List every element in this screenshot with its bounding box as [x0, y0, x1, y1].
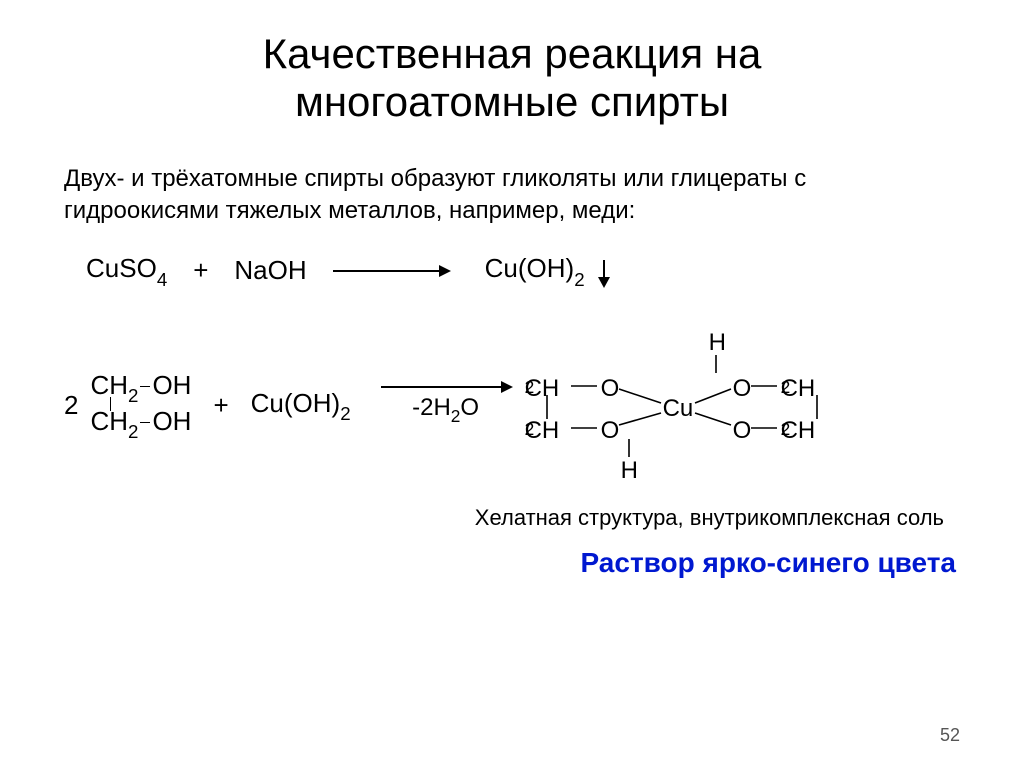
- cuso4-sub: 4: [157, 269, 167, 290]
- reagent-cuso4: CuSO4: [86, 253, 167, 288]
- lbl: 2: [525, 377, 535, 398]
- chelate-complex: CH2 CH2 O O Cu H O O H CH2 CH2: [525, 331, 845, 481]
- reagent-naoh: NaOH: [234, 255, 306, 286]
- reagent-cuoh2: Cu(OH)2: [251, 388, 351, 423]
- lbl: 2: [781, 377, 791, 398]
- cuoh2-sub: 2: [574, 269, 584, 290]
- intro-paragraph: Двух- и трёхатомные спирты образуют глик…: [60, 163, 964, 228]
- page-number: 52: [940, 725, 960, 746]
- equation-1: CuSO4 + NaOH Cu(OH)2: [60, 253, 964, 288]
- bond-vertical-icon: [110, 397, 111, 411]
- g-bot-sub: 2: [128, 421, 138, 442]
- lbl: 2: [525, 419, 535, 440]
- arrow-byproduct: -2H2O: [412, 394, 479, 426]
- bond-icon: [140, 422, 150, 423]
- cuoh2-text: Cu(OH): [485, 253, 575, 283]
- g-top-sub: 2: [128, 385, 138, 406]
- reaction-arrow-1: [333, 270, 449, 272]
- h-bot: H: [621, 457, 638, 485]
- cuoh2-text-2: Cu(OH): [251, 388, 341, 418]
- g-top-oh: OH: [152, 370, 191, 400]
- g-bot-ch: CH: [90, 406, 128, 436]
- cu-center: Cu: [663, 395, 694, 423]
- plus-sign-2: +: [213, 390, 228, 421]
- lbl: 2: [781, 419, 791, 440]
- g-bot-oh: OH: [152, 406, 191, 436]
- reaction-arrow-2: -2H2O: [381, 386, 511, 426]
- water-sub: 2: [451, 406, 461, 426]
- o-right-top: O: [733, 375, 752, 403]
- cuso4-text: CuSO: [86, 253, 157, 283]
- product-cuoh2: Cu(OH)2: [485, 253, 585, 288]
- glycol-structure: CH2 OH CH2 OH: [90, 372, 191, 440]
- plus-sign: +: [193, 255, 208, 286]
- glycol-top: CH2 OH: [90, 372, 191, 404]
- cuoh2-sub-2: 2: [340, 403, 350, 424]
- glycol-bottom: CH2 OH: [90, 408, 191, 440]
- o-left-bot: O: [601, 417, 620, 445]
- equation-2: 2 CH2OH CH2OH + Cu(OH)2 -2H2O: [60, 331, 964, 481]
- bond-icon: [140, 386, 150, 387]
- water-a: -2H: [412, 394, 451, 421]
- coefficient-2: 2: [64, 390, 78, 421]
- o-left-top: O: [601, 375, 620, 403]
- precipitate-arrow-icon: [603, 260, 605, 286]
- water-b: O: [460, 394, 479, 421]
- h-top: H: [709, 329, 726, 357]
- title-line-2: многоатомные спирты: [295, 78, 729, 125]
- title-line-1: Качественная реакция на: [263, 30, 762, 77]
- arrow-line-icon: [381, 386, 511, 388]
- result-text: Раствор ярко-синего цвета: [60, 547, 964, 579]
- g-top-ch: CH: [90, 370, 128, 400]
- slide-title: Качественная реакция на многоатомные спи…: [60, 30, 964, 127]
- complex-caption: Хелатная структура, внутрикомплексная со…: [60, 505, 964, 531]
- o-right-bot: O: [733, 417, 752, 445]
